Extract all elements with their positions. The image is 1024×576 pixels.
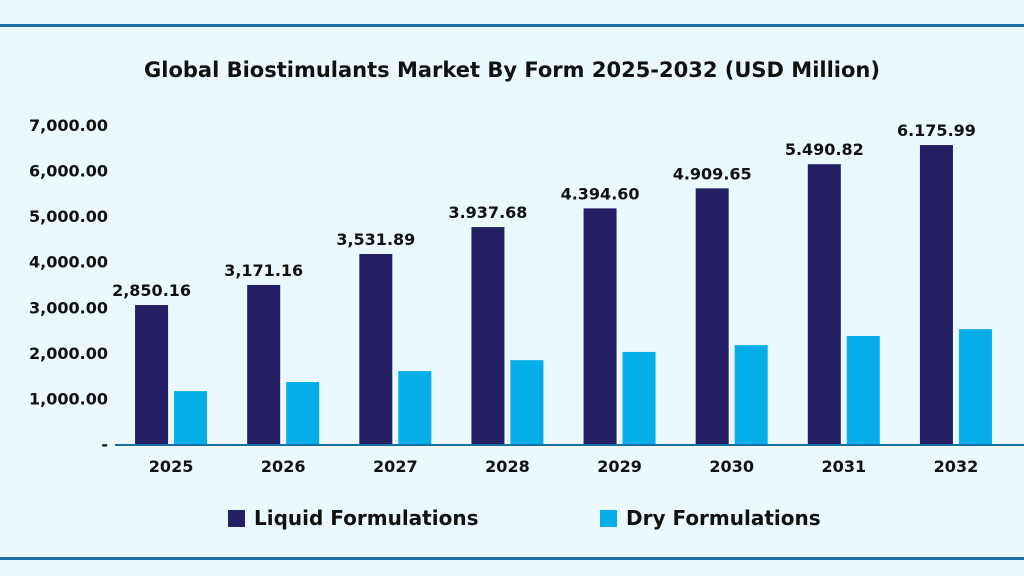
x-tick-label: 2030 (709, 457, 754, 476)
x-tick-label: 2026 (261, 457, 306, 476)
data-label: 4.909.65 (673, 164, 752, 183)
data-label: 3,171.16 (224, 261, 303, 280)
bar-dry-2031 (846, 335, 880, 444)
y-tick-label: 5,000.00 (29, 207, 108, 226)
bar-dry-2030 (734, 345, 768, 444)
x-tick-label: 2029 (597, 457, 642, 476)
bar-dry-2028 (510, 360, 544, 444)
y-tick-label: 4,000.00 (29, 253, 108, 272)
data-label: 4.394.60 (561, 184, 640, 203)
bar-liquid-2026 (247, 284, 281, 444)
x-tick-label: 2031 (822, 457, 867, 476)
chart-title: Global Biostimulants Market By Form 2025… (144, 58, 880, 82)
legend-label: Dry Formulations (626, 506, 821, 530)
y-tick-label: 6,000.00 (29, 162, 108, 181)
y-tick-label: 2,000.00 (29, 344, 108, 363)
bar-liquid-2032 (919, 145, 953, 444)
y-tick-label: 1,000.00 (29, 389, 108, 408)
bottom-rule (0, 557, 1024, 560)
bar-dry-2027 (398, 371, 432, 444)
legend-swatch-1 (600, 510, 617, 527)
bar-dry-2032 (958, 329, 992, 444)
data-label: 6.175.99 (897, 121, 976, 140)
bar-liquid-2029 (583, 208, 617, 444)
bar-liquid-2031 (807, 164, 841, 445)
bar-liquid-2030 (695, 188, 729, 444)
legend-label: Liquid Formulations (254, 506, 478, 530)
y-tick-label: 3,000.00 (29, 298, 108, 317)
legend-swatch-0 (228, 510, 245, 527)
bar-dry-2029 (622, 351, 656, 444)
data-label: 3,531.89 (336, 230, 415, 249)
bar-liquid-2025 (135, 305, 169, 444)
y-tick-label: - (101, 435, 108, 454)
x-tick-label: 2025 (149, 457, 194, 476)
bar-dry-2025 (174, 391, 208, 444)
x-tick-label: 2027 (373, 457, 418, 476)
data-label: 2,850.16 (112, 281, 191, 300)
data-label: 3.937.68 (448, 203, 527, 222)
y-tick-label: 7,000.00 (29, 116, 108, 135)
bar-liquid-2028 (471, 227, 505, 444)
bar-dry-2026 (286, 382, 320, 444)
top-rule (0, 24, 1024, 27)
x-tick-label: 2028 (485, 457, 530, 476)
data-label: 5.490.82 (785, 140, 864, 159)
x-tick-label: 2032 (934, 457, 979, 476)
bar-liquid-2027 (359, 253, 393, 444)
